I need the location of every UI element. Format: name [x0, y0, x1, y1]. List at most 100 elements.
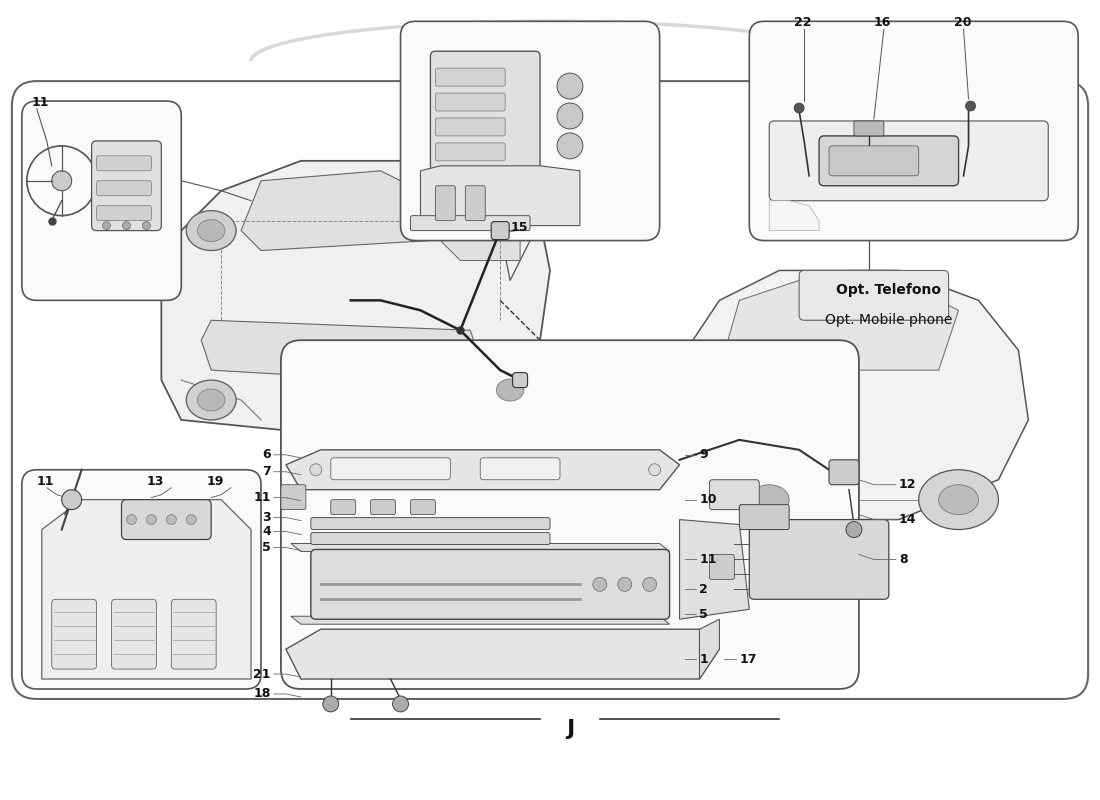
Ellipse shape: [918, 470, 999, 530]
FancyBboxPatch shape: [311, 533, 550, 545]
Text: 5: 5: [262, 541, 271, 554]
FancyBboxPatch shape: [465, 186, 485, 221]
Text: 15: 15: [510, 221, 528, 234]
FancyBboxPatch shape: [52, 599, 97, 669]
FancyBboxPatch shape: [710, 554, 735, 579]
FancyBboxPatch shape: [854, 121, 883, 136]
Circle shape: [186, 514, 196, 525]
Text: 8: 8: [899, 553, 907, 566]
Text: 21: 21: [253, 667, 271, 681]
FancyBboxPatch shape: [710, 480, 759, 510]
Text: 18: 18: [254, 687, 271, 701]
FancyBboxPatch shape: [331, 458, 450, 480]
Circle shape: [142, 222, 151, 230]
Text: 11: 11: [700, 553, 717, 566]
FancyBboxPatch shape: [829, 146, 918, 176]
Text: 7: 7: [262, 466, 271, 478]
Text: eurospares: eurospares: [284, 366, 477, 394]
Circle shape: [126, 514, 136, 525]
Text: 19: 19: [206, 474, 223, 488]
Circle shape: [794, 103, 804, 113]
FancyBboxPatch shape: [280, 340, 859, 689]
FancyBboxPatch shape: [97, 156, 152, 170]
Circle shape: [642, 578, 657, 591]
Ellipse shape: [485, 370, 535, 410]
FancyBboxPatch shape: [436, 68, 505, 86]
Circle shape: [557, 73, 583, 99]
FancyBboxPatch shape: [436, 143, 505, 161]
Text: 10: 10: [700, 493, 717, 506]
Ellipse shape: [485, 201, 535, 241]
Circle shape: [102, 222, 110, 230]
FancyBboxPatch shape: [436, 93, 505, 111]
Text: 20: 20: [954, 16, 971, 30]
Text: 11: 11: [32, 96, 50, 109]
Circle shape: [393, 696, 408, 712]
Ellipse shape: [496, 379, 524, 401]
Text: 17: 17: [739, 653, 757, 666]
Text: 13: 13: [146, 474, 164, 488]
FancyBboxPatch shape: [97, 181, 152, 196]
Ellipse shape: [729, 470, 810, 530]
Circle shape: [966, 101, 976, 111]
Circle shape: [557, 133, 583, 159]
FancyBboxPatch shape: [410, 500, 436, 514]
Polygon shape: [201, 320, 481, 380]
Text: 4: 4: [262, 525, 271, 538]
Ellipse shape: [198, 389, 224, 411]
FancyBboxPatch shape: [331, 500, 355, 514]
FancyBboxPatch shape: [12, 81, 1088, 699]
Polygon shape: [719, 281, 958, 370]
Text: 2: 2: [700, 583, 708, 596]
Text: Opt. Telefono: Opt. Telefono: [836, 283, 942, 298]
Text: 3: 3: [262, 511, 271, 524]
FancyBboxPatch shape: [436, 186, 455, 221]
Polygon shape: [680, 270, 1028, 519]
FancyBboxPatch shape: [829, 460, 859, 485]
Ellipse shape: [496, 210, 524, 231]
Polygon shape: [290, 616, 670, 624]
Polygon shape: [420, 166, 580, 226]
Ellipse shape: [749, 485, 789, 514]
Polygon shape: [769, 201, 820, 230]
Circle shape: [649, 464, 661, 476]
Polygon shape: [286, 450, 680, 490]
Ellipse shape: [186, 380, 236, 420]
FancyBboxPatch shape: [172, 599, 217, 669]
FancyBboxPatch shape: [492, 222, 509, 239]
FancyBboxPatch shape: [311, 550, 670, 619]
FancyBboxPatch shape: [436, 118, 505, 136]
FancyBboxPatch shape: [749, 22, 1078, 241]
FancyBboxPatch shape: [739, 505, 789, 530]
Polygon shape: [290, 543, 670, 551]
Circle shape: [557, 103, 583, 129]
FancyBboxPatch shape: [513, 373, 528, 387]
Text: Opt. Mobile phone: Opt. Mobile phone: [825, 314, 953, 327]
FancyBboxPatch shape: [820, 136, 958, 186]
Text: 22: 22: [794, 16, 812, 30]
Polygon shape: [42, 500, 251, 679]
FancyBboxPatch shape: [430, 51, 540, 170]
Circle shape: [122, 222, 131, 230]
FancyBboxPatch shape: [111, 599, 156, 669]
Polygon shape: [286, 630, 719, 679]
FancyBboxPatch shape: [410, 216, 530, 230]
Circle shape: [322, 696, 339, 712]
Text: 16: 16: [873, 16, 891, 30]
Polygon shape: [241, 170, 440, 250]
Text: J: J: [565, 719, 574, 739]
FancyBboxPatch shape: [799, 270, 948, 320]
Circle shape: [62, 490, 81, 510]
FancyBboxPatch shape: [371, 500, 396, 514]
Text: 12: 12: [899, 478, 916, 491]
FancyBboxPatch shape: [769, 121, 1048, 201]
FancyBboxPatch shape: [121, 500, 211, 539]
Text: 14: 14: [899, 513, 916, 526]
Text: eurospares: eurospares: [131, 470, 272, 490]
Circle shape: [618, 578, 631, 591]
FancyBboxPatch shape: [97, 206, 152, 221]
Circle shape: [593, 578, 607, 591]
Text: eurospares: eurospares: [629, 470, 770, 490]
Text: 5: 5: [700, 608, 708, 621]
FancyBboxPatch shape: [22, 101, 182, 300]
